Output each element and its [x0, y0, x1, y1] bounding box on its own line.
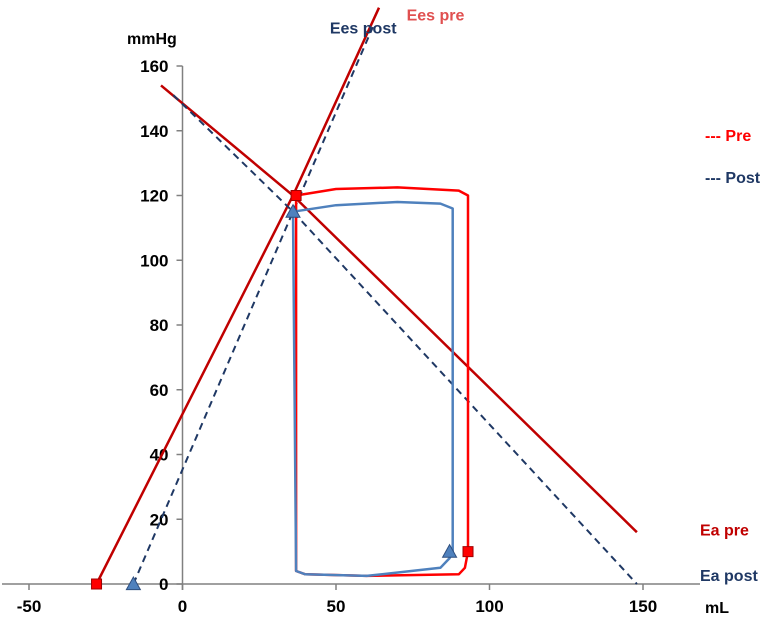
ees-post-line — [132, 26, 374, 585]
label-ea-pre: Ea pre — [700, 522, 749, 539]
y-axis-unit-label: mmHg — [127, 31, 177, 48]
y-tick-label: 120 — [140, 187, 168, 206]
series-lines — [95, 7, 638, 585]
ea-post-line — [172, 94, 638, 585]
y-tick-label: 60 — [150, 381, 169, 400]
label-ees-pre: Ees pre — [407, 8, 465, 25]
pv-loop-pre — [294, 186, 470, 578]
axes — [2, 65, 700, 590]
x-tick-label: 0 — [178, 597, 187, 616]
marker-pre — [290, 190, 302, 201]
y-tick-label: 0 — [159, 575, 168, 594]
marker-pre — [462, 546, 474, 558]
marker-pre — [91, 578, 103, 590]
line-labels: Ees pre Ees post Ea pre Ea post — [330, 8, 759, 585]
x-tick-label: 50 — [327, 597, 346, 616]
legend: --- Pre --- Post — [705, 128, 761, 187]
markers — [91, 190, 474, 591]
y-tick-label: 160 — [140, 57, 168, 76]
x-tick-label: -50 — [17, 597, 42, 616]
y-tick-label: 80 — [150, 316, 169, 335]
x-tick-label: 150 — [629, 597, 657, 616]
y-tick-label: 140 — [140, 122, 168, 141]
pv-loop-post — [291, 200, 454, 578]
legend-post: --- Post — [705, 170, 761, 187]
y-tick-label: 100 — [140, 251, 168, 270]
label-ea-post: Ea post — [700, 568, 758, 585]
marker-post — [285, 203, 301, 218]
legend-pre: --- Pre — [705, 128, 751, 145]
marker-post — [125, 575, 142, 591]
x-tick-label: 100 — [475, 597, 503, 616]
label-ees-post: Ees post — [330, 21, 397, 38]
ea-pre-line — [160, 84, 638, 534]
ees-pre-line — [95, 7, 381, 585]
x-axis-unit-label: mL — [705, 600, 729, 617]
marker-post — [441, 543, 458, 558]
pv-loops — [291, 186, 470, 578]
